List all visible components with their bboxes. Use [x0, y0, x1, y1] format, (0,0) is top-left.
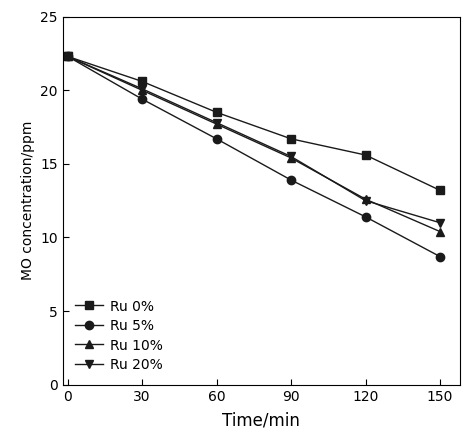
Ru 0% [214, 110, 219, 115]
Line: Ru 20%: Ru 20% [64, 52, 444, 227]
Ru 10% [65, 54, 70, 59]
Ru 20% [437, 220, 443, 225]
Ru 20% [214, 120, 219, 125]
Legend: Ru 0%, Ru 5%, Ru 10%, Ru 20%: Ru 0%, Ru 5%, Ru 10%, Ru 20% [70, 294, 168, 378]
Ru 5% [65, 54, 70, 59]
X-axis label: Time/min: Time/min [222, 412, 300, 430]
Ru 10% [139, 88, 145, 93]
Line: Ru 10%: Ru 10% [64, 52, 444, 236]
Ru 10% [214, 121, 219, 127]
Ru 10% [288, 155, 294, 161]
Ru 20% [288, 154, 294, 159]
Ru 5% [437, 254, 443, 259]
Y-axis label: MO concentration/ppm: MO concentration/ppm [21, 121, 34, 280]
Ru 0% [363, 152, 368, 157]
Ru 0% [437, 188, 443, 193]
Ru 5% [363, 214, 368, 220]
Ru 5% [214, 136, 219, 142]
Ru 20% [363, 198, 368, 203]
Ru 10% [437, 229, 443, 234]
Ru 5% [139, 97, 145, 102]
Ru 20% [139, 86, 145, 91]
Ru 0% [139, 79, 145, 84]
Ru 0% [288, 136, 294, 142]
Ru 20% [65, 54, 70, 59]
Line: Ru 0%: Ru 0% [64, 52, 444, 194]
Ru 0% [65, 54, 70, 59]
Line: Ru 5%: Ru 5% [64, 52, 444, 261]
Ru 10% [363, 197, 368, 202]
Ru 5% [288, 177, 294, 183]
